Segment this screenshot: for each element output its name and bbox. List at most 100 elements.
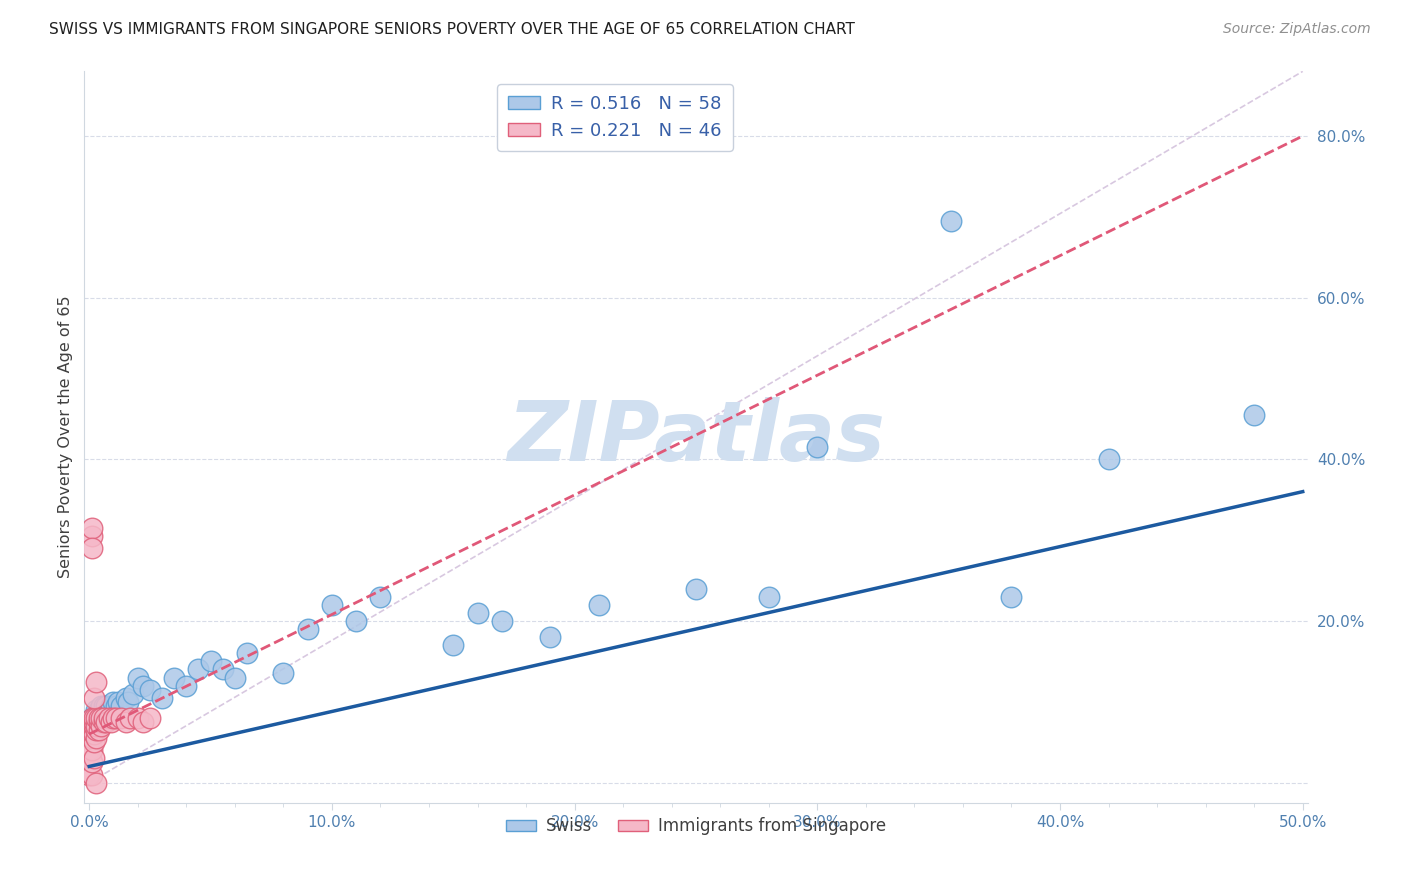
Text: ZIPatlas: ZIPatlas [508, 397, 884, 477]
Point [87, 711, 110, 725]
Point [80, 541, 103, 556]
Point [139, 682, 162, 697]
Point [90, 706, 112, 721]
Point [90, 719, 112, 733]
Point [96, 714, 118, 729]
Point [83, 735, 105, 749]
Point [87, 714, 110, 729]
Point [83, 690, 105, 705]
Point [87, 703, 110, 717]
Point [93, 703, 115, 717]
Point [1000, 590, 1022, 604]
Point [127, 711, 149, 725]
Point [77, 743, 100, 757]
Point [83, 711, 105, 725]
Point [86, 719, 108, 733]
Point [86, 706, 108, 721]
Point [80, 756, 103, 770]
Point [344, 614, 367, 628]
Point [273, 666, 295, 681]
Point [80, 711, 103, 725]
Point [90, 698, 112, 713]
Point [93, 698, 115, 713]
Point [80, 767, 103, 781]
Point [1243, 408, 1265, 422]
Point [80, 727, 103, 741]
Point [117, 695, 139, 709]
Point [103, 711, 125, 725]
Point [236, 646, 259, 660]
Point [107, 695, 129, 709]
Point [122, 687, 145, 701]
Point [588, 598, 610, 612]
Point [80, 714, 103, 729]
Point [97, 703, 120, 717]
Point [83, 751, 105, 765]
Point [97, 711, 120, 725]
Point [77, 767, 100, 781]
Point [200, 654, 222, 668]
Point [104, 711, 127, 725]
Point [758, 590, 780, 604]
Point [90, 711, 112, 725]
Point [86, 723, 108, 737]
Point [77, 719, 100, 733]
Point [96, 706, 118, 721]
Point [538, 630, 561, 644]
Point [83, 719, 105, 733]
Point [83, 711, 105, 725]
Point [90, 703, 112, 717]
Point [187, 662, 209, 676]
Point [83, 719, 105, 733]
Point [467, 606, 489, 620]
Point [86, 674, 108, 689]
Point [104, 698, 127, 713]
Point [127, 671, 149, 685]
Point [80, 521, 103, 535]
Point [224, 671, 246, 685]
Point [80, 743, 103, 757]
Point [114, 714, 136, 729]
Point [100, 698, 122, 713]
Point [83, 723, 105, 737]
Point [939, 214, 962, 228]
Point [211, 662, 233, 676]
Point [150, 690, 173, 705]
Y-axis label: Seniors Poverty Over the Age of 65: Seniors Poverty Over the Age of 65 [58, 296, 73, 578]
Point [110, 711, 132, 725]
Point [93, 711, 115, 725]
Point [86, 703, 108, 717]
Point [86, 711, 108, 725]
Point [86, 711, 108, 725]
Point [1097, 452, 1119, 467]
Point [806, 440, 828, 454]
Point [80, 731, 103, 746]
Point [90, 711, 112, 725]
Point [80, 723, 103, 737]
Point [87, 711, 110, 725]
Point [491, 614, 513, 628]
Point [83, 714, 105, 729]
Text: Source: ZipAtlas.com: Source: ZipAtlas.com [1223, 22, 1371, 37]
Point [86, 731, 108, 746]
Point [114, 690, 136, 705]
Point [80, 714, 103, 729]
Point [163, 671, 186, 685]
Point [100, 714, 122, 729]
Point [83, 727, 105, 741]
Point [174, 679, 197, 693]
Point [93, 714, 115, 729]
Point [321, 598, 343, 612]
Point [80, 711, 103, 725]
Point [86, 775, 108, 789]
Point [139, 711, 162, 725]
Point [131, 679, 153, 693]
Point [370, 590, 392, 604]
Point [103, 695, 125, 709]
Point [685, 582, 707, 596]
Point [131, 714, 153, 729]
Point [120, 711, 142, 725]
Point [441, 638, 464, 652]
Point [77, 727, 100, 741]
Legend: Swiss, Immigrants from Singapore: Swiss, Immigrants from Singapore [499, 811, 893, 842]
